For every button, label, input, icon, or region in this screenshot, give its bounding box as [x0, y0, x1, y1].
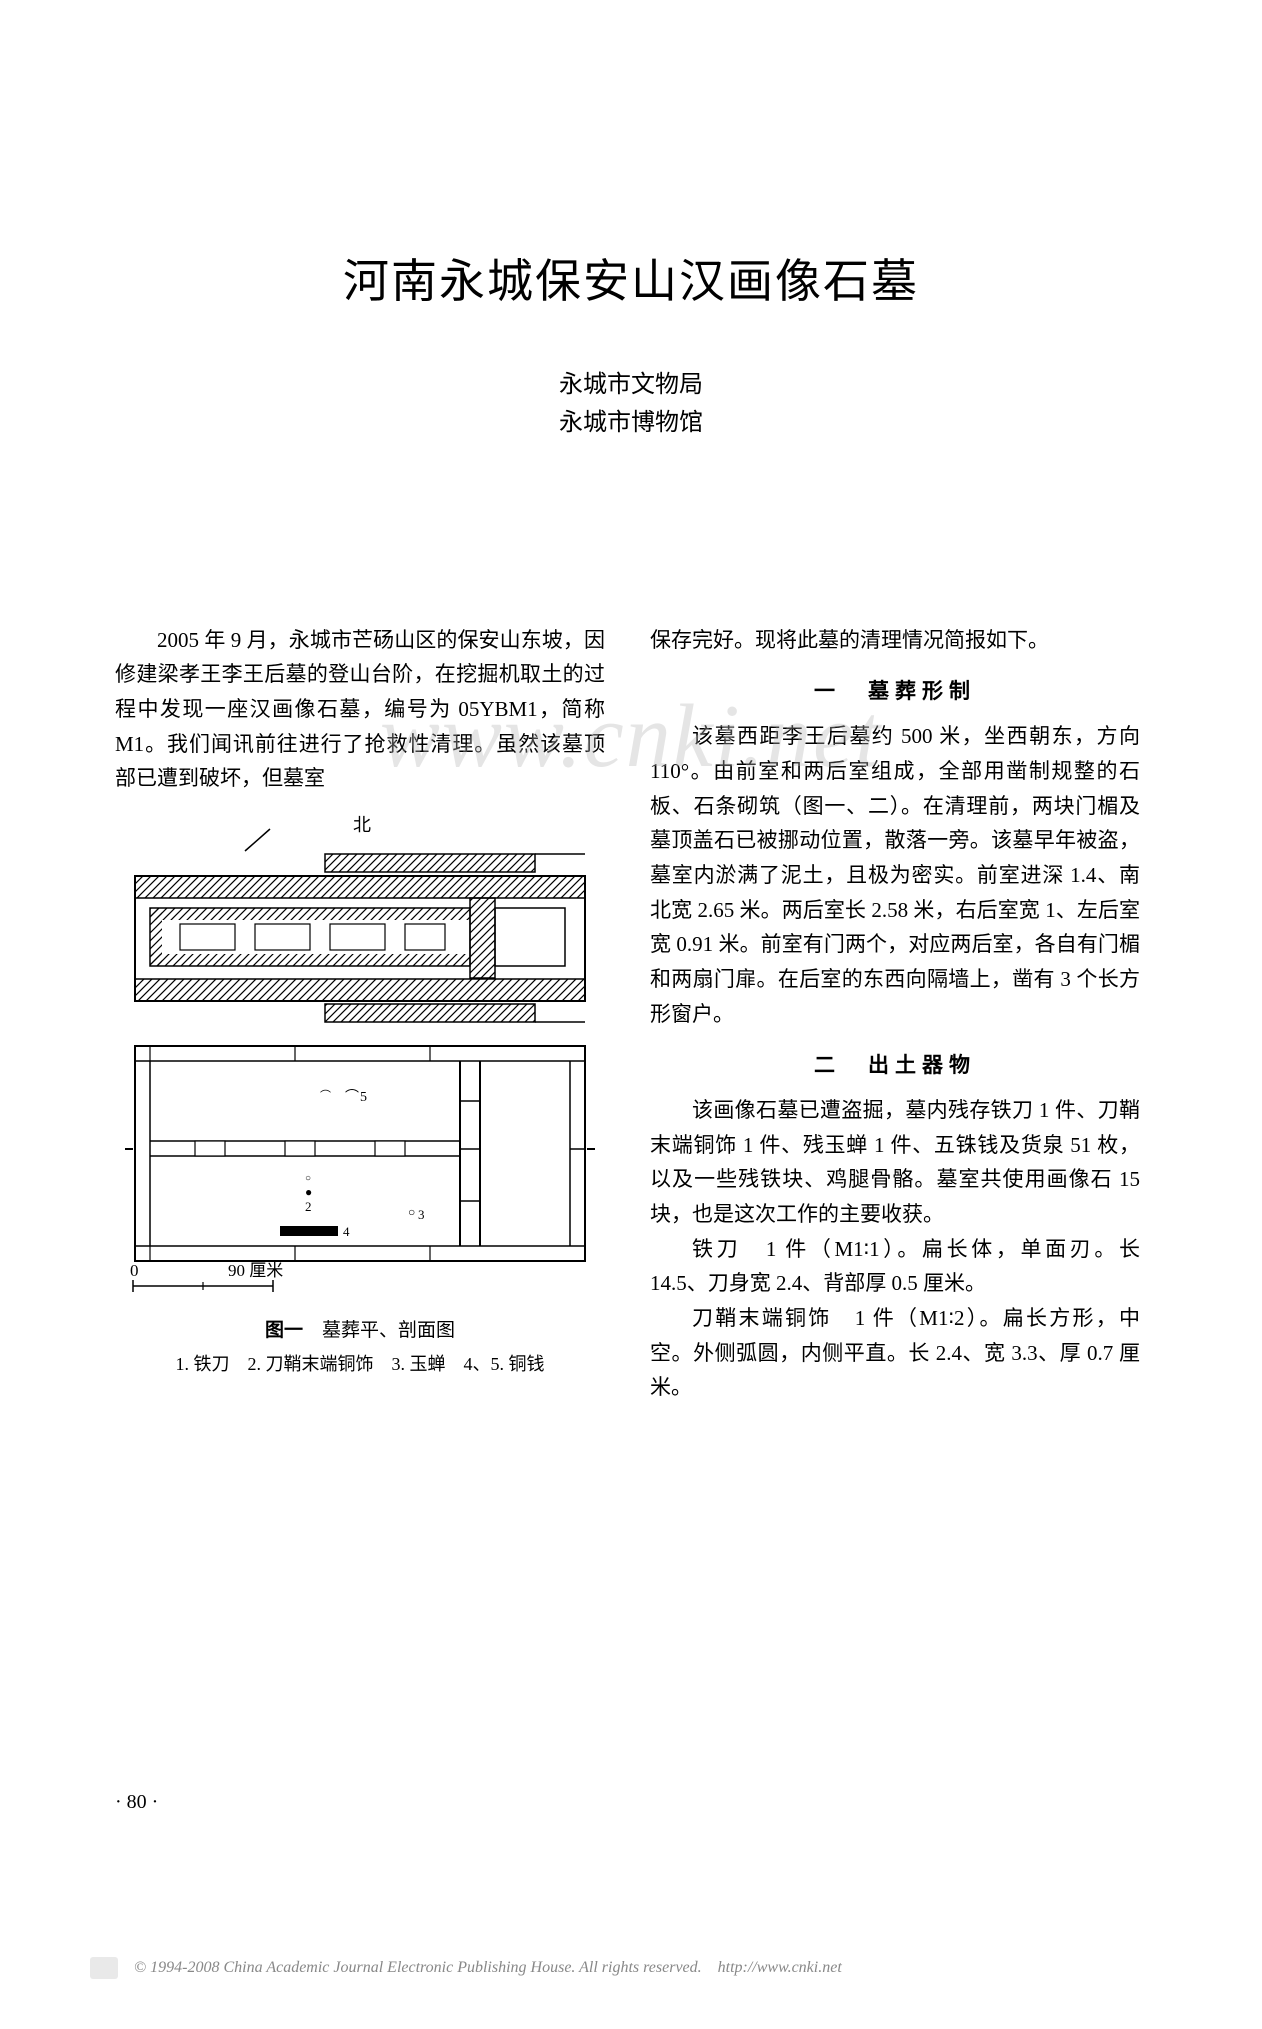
tomb-diagram: ⌒ 5 ⌒ ● 2 ○ ○ 3 4: [125, 821, 595, 1301]
figure-legend: 1. 铁刀 2. 刀鞘末端铜饰 3. 玉蝉 4、5. 铜钱: [115, 1350, 605, 1376]
authors-block: 永城市文物局 永城市博物馆: [0, 366, 1262, 443]
cnki-icon: [90, 1957, 118, 1979]
figure-1: 北: [115, 821, 605, 1376]
content-area: 2005 年 9 月，永城市芒砀山区的保安山东坡，因修建梁孝王李王后墓的登山台阶…: [0, 623, 1262, 1405]
footer: © 1994-2008 China Academic Journal Elect…: [90, 1953, 1172, 1979]
left-column: 2005 年 9 月，永城市芒砀山区的保安山东坡，因修建梁孝王李王后墓的登山台阶…: [115, 623, 605, 1405]
svg-text:0: 0: [130, 1261, 139, 1280]
right-para-4: 铁刀 1 件（M1∶1）。扁长体，单面刃。长 14.5、刀身宽 2.4、背部厚 …: [650, 1232, 1140, 1301]
svg-text:●: ●: [305, 1185, 312, 1199]
north-label: 北: [353, 811, 371, 837]
left-para-1: 2005 年 9 月，永城市芒砀山区的保安山东坡，因修建梁孝王李王后墓的登山台阶…: [115, 623, 605, 796]
article-title: 河南永城保安山汉画像石墓: [0, 245, 1262, 311]
svg-text:⌒: ⌒: [345, 1089, 359, 1105]
author-line-2: 永城市博物馆: [0, 404, 1262, 442]
section-1-heading: 一 墓葬形制: [650, 675, 1140, 705]
svg-text:5: 5: [360, 1090, 367, 1105]
right-para-5: 刀鞘末端铜饰 1 件（M1∶2）。扁长方形，中空。外侧弧圆，内侧平直。长 2.4…: [650, 1301, 1140, 1405]
svg-text:4: 4: [343, 1224, 350, 1239]
page-number: · 80 ·: [115, 1791, 158, 1814]
footer-text: © 1994-2008 China Academic Journal Elect…: [134, 1959, 842, 1976]
svg-text:○: ○: [305, 1173, 311, 1184]
svg-text:⌒: ⌒: [320, 1089, 331, 1102]
figure-caption: 图一 墓葬平、剖面图: [115, 1316, 605, 1346]
right-para-1: 保存完好。现将此墓的清理情况简报如下。: [650, 623, 1140, 658]
author-line-1: 永城市文物局: [0, 366, 1262, 404]
svg-text:3: 3: [418, 1207, 425, 1222]
right-para-2: 该墓西距李王后墓约 500 米，坐西朝东，方向 110°。由前室和两后室组成，全…: [650, 719, 1140, 1031]
right-column: 保存完好。现将此墓的清理情况简报如下。 一 墓葬形制 该墓西距李王后墓约 500…: [650, 623, 1140, 1405]
figure-title: 墓葬平、剖面图: [322, 1320, 455, 1341]
section-2-heading: 二 出土器物: [650, 1049, 1140, 1079]
svg-text:○: ○: [408, 1205, 415, 1219]
right-para-3: 该画像石墓已遭盗掘，墓内残存铁刀 1 件、刀鞘末端铜饰 1 件、残玉蝉 1 件、…: [650, 1093, 1140, 1232]
svg-text:2: 2: [305, 1199, 312, 1214]
svg-text:90 厘米: 90 厘米: [228, 1261, 283, 1280]
figure-number: 图一: [265, 1320, 303, 1341]
